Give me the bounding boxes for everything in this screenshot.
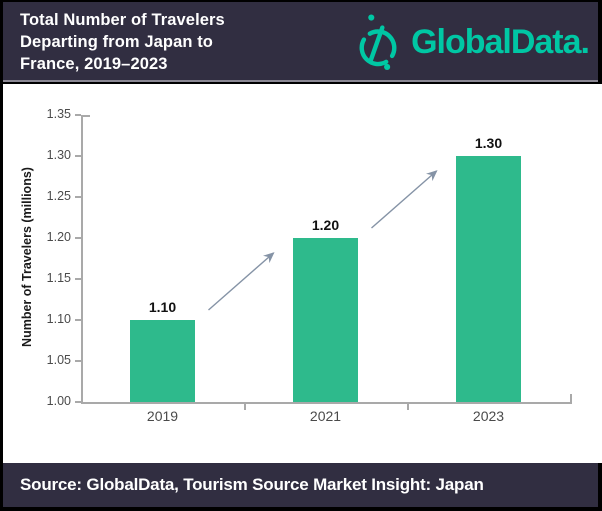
y-tick-mark [75, 237, 81, 239]
y-tick-label: 1.00 [46, 394, 71, 408]
y-tick-mark [75, 114, 81, 116]
x-tick-mark [244, 403, 246, 410]
x-axis-right-cap [570, 394, 572, 403]
source-text: Source: GlobalData, Tourism Source Marke… [20, 475, 484, 494]
y-tick-mark [75, 319, 81, 321]
y-tick-mark [75, 401, 81, 403]
page-title-line-1: Total Number of Travelers [20, 11, 225, 29]
y-tick-mark [75, 155, 81, 157]
page-title: Total Number of Travelers Departing from… [20, 9, 225, 75]
globaldata-logo: GlobalData. [354, 13, 590, 71]
growth-arrow-1 [208, 252, 275, 311]
bar-2021 [293, 238, 358, 402]
y-tick-label: 1.10 [46, 312, 71, 326]
value-label-2023: 1.30 [474, 135, 503, 151]
y-tick-mark [75, 278, 81, 280]
growth-arrow-2 [371, 170, 438, 229]
x-axis-label-2023: 2023 [472, 408, 505, 424]
x-tick-mark [407, 403, 409, 410]
chart-panel: Number of Travelers (millions) 1.00 1.05 1… [3, 84, 602, 463]
brand-wordmark: GlobalData. [411, 23, 590, 61]
x-axis-label-2019: 2019 [146, 408, 179, 424]
y-tick-label: 1.20 [46, 230, 71, 244]
header: Total Number of Travelers Departing from… [3, 2, 598, 82]
bar-2023 [456, 156, 521, 402]
y-tick-label: 1.30 [46, 148, 71, 162]
y-tick-label: 1.35 [46, 107, 71, 121]
y-tick-mark [75, 360, 81, 362]
page-title-line-2: Departing from Japan to [20, 33, 213, 51]
page-title-line-3: France, 2019–2023 [20, 55, 168, 73]
footer: Source: GlobalData, Tourism Source Marke… [3, 463, 598, 507]
y-axis-line [81, 115, 83, 404]
y-axis-top-cap [81, 115, 90, 117]
value-label-2019: 1.10 [148, 299, 177, 315]
y-tick-label: 1.25 [46, 189, 71, 203]
globaldata-logo-icon [359, 14, 397, 71]
y-tick-label: 1.15 [46, 271, 71, 285]
y-tick-mark [75, 196, 81, 198]
bar-2019 [130, 320, 195, 402]
value-label-2021: 1.20 [311, 217, 340, 233]
x-axis-line [81, 402, 572, 404]
y-tick-label: 1.05 [46, 353, 71, 367]
x-axis-label-2021: 2021 [309, 408, 342, 424]
